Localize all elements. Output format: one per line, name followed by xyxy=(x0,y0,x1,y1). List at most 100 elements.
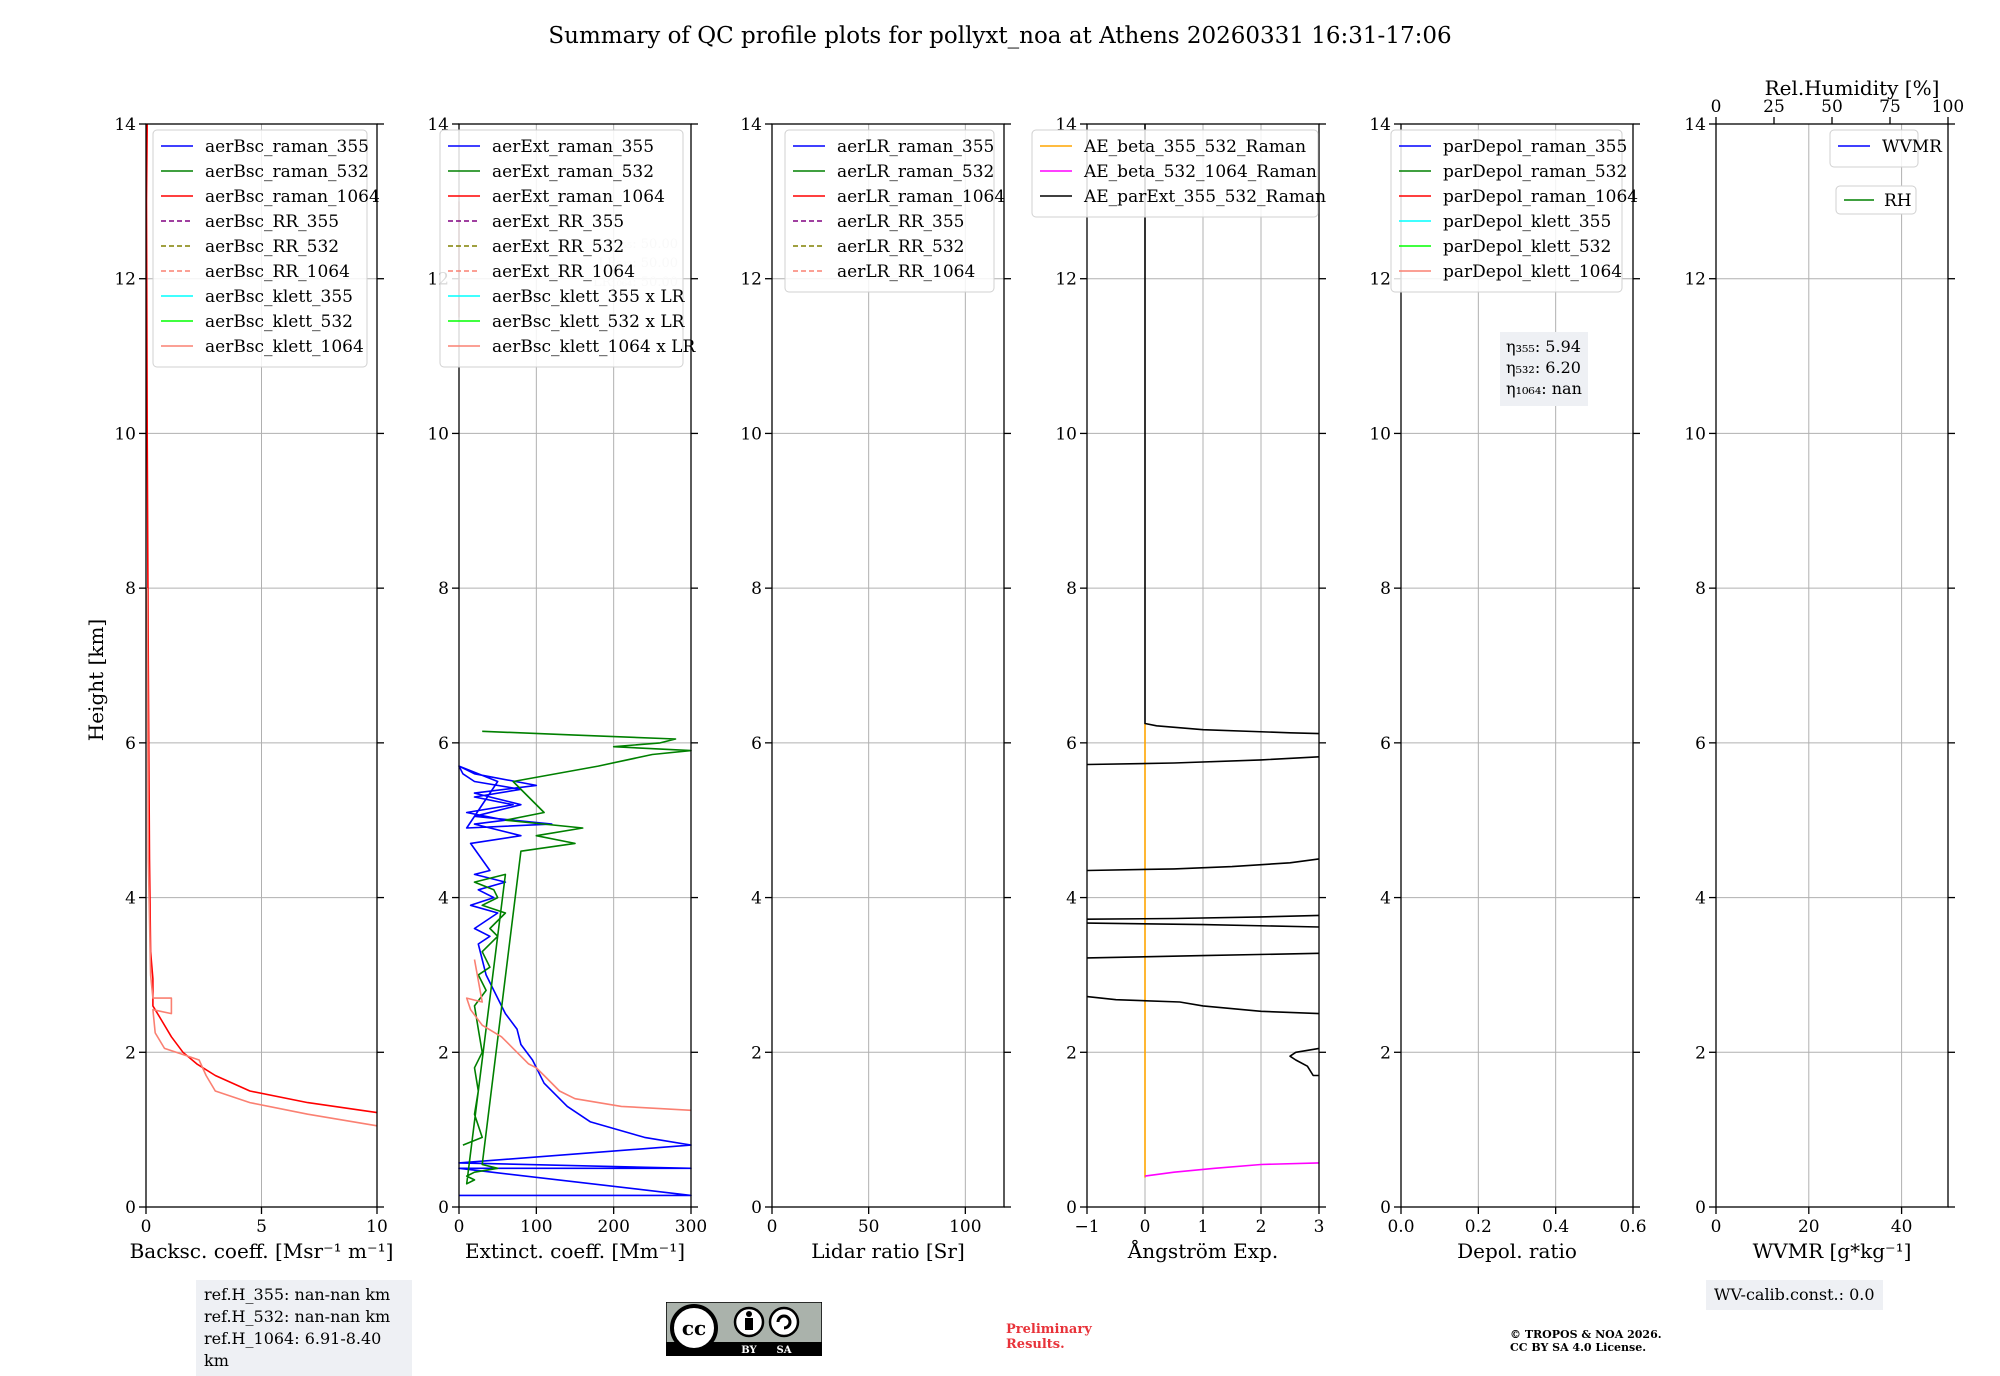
x-tick-label: 10 xyxy=(366,1217,388,1237)
legend-label: parDepol_raman_532 xyxy=(1443,162,1627,182)
y-tick-label: 0 xyxy=(1066,1198,1077,1218)
y-tick-label: 10 xyxy=(427,424,449,444)
y-tick-label: 10 xyxy=(1684,424,1706,444)
y-tick-label: 4 xyxy=(751,889,762,909)
copyright-line-1: © TROPOS & NOA 2026. xyxy=(1510,1328,1662,1341)
legend-ext: aerExt_raman_355 aerExt_raman_532 aerExt_r… xyxy=(439,129,696,368)
legend-label: aerBsc_raman_532 xyxy=(205,162,369,182)
series-AE_parExt_355_532_Raman-c xyxy=(1086,858,1320,872)
y-tick-label: 4 xyxy=(125,889,136,909)
wv-calibration-box: WV-calib.const.: 0.0 xyxy=(1706,1280,1883,1310)
legend-label: aerExt_RR_355 xyxy=(492,212,624,232)
wv-calibration-value: WV-calib.const.: 0.0 xyxy=(1714,1285,1875,1304)
legend-frame xyxy=(784,129,995,293)
legend-wv: WVMR xyxy=(1829,129,1943,168)
series-AE_parExt_355_532_Raman-f xyxy=(1086,952,1320,959)
legend-label: aerExt_RR_532 xyxy=(492,237,624,257)
y-tick-label: 12 xyxy=(1055,270,1077,290)
x-tick-label: 50 xyxy=(858,1217,880,1237)
top-x-tick-label: 50 xyxy=(1821,97,1843,117)
top-x-axis-label: Rel.Humidity [%] xyxy=(1765,76,1940,100)
x-tick-label: 0 xyxy=(1140,1217,1151,1237)
legend-label: aerLR_raman_355 xyxy=(837,137,994,157)
series-aerBsc_klett_1064-x-LR xyxy=(465,959,692,1112)
series-AE_parExt_355_532_Raman-b xyxy=(1086,756,1320,766)
axes-frame xyxy=(1400,123,1634,1208)
x-tick-label: 2 xyxy=(1256,1217,1267,1237)
y-tick-label: 12 xyxy=(1684,270,1706,290)
legend-label: parDepol_klett_532 xyxy=(1443,237,1611,257)
legend-label: aerBsc_klett_355 x LR xyxy=(492,287,686,307)
preliminary-line-2: Results. xyxy=(1006,1337,1065,1352)
legend-label: AE_beta_532_1064_Raman xyxy=(1083,162,1317,182)
series-AE_parExt_355_532_Raman-e xyxy=(1086,922,1320,928)
eta-label: η₁₀₆₄: nan xyxy=(1506,379,1582,398)
legend-label: aerBsc_klett_1064 xyxy=(205,337,364,357)
top-x-tick-label: 75 xyxy=(1879,97,1901,117)
legend-label: aerExt_raman_532 xyxy=(492,162,654,182)
legend-bsc: aerBsc_raman_355 aerBsc_raman_532 aerBsc_r… xyxy=(152,129,380,368)
y-tick-label: 10 xyxy=(1369,424,1391,444)
x-tick-label: 0 xyxy=(1711,1217,1722,1237)
legend-depol: parDepol_raman_355 parDepol_raman_532 parD… xyxy=(1390,129,1638,293)
copyright-note: © TROPOS & NOA 2026. CC BY SA 4.0 Licens… xyxy=(1510,1328,1662,1354)
series-aerBsc_klett_1064 xyxy=(146,588,378,1127)
y-tick-label: 2 xyxy=(438,1043,449,1063)
y-axis-label: Height [km] xyxy=(84,619,108,741)
y-tick-label: 6 xyxy=(1695,734,1706,754)
legend-label: aerLR_RR_355 xyxy=(837,212,964,232)
legend-label: aerLR_RR_532 xyxy=(837,237,964,257)
x-tick-label: 0 xyxy=(767,1217,778,1237)
axes-frame xyxy=(771,123,1005,1208)
legend-label: AE_parExt_355_532_Raman xyxy=(1083,187,1326,207)
series-AE_parExt_355_532_Raman xyxy=(1144,124,1320,735)
y-tick-label: 8 xyxy=(1066,579,1077,599)
x-tick-label: 0.0 xyxy=(1387,1217,1414,1237)
top-x-tick-label: 100 xyxy=(1932,97,1964,117)
x-tick-label: 100 xyxy=(949,1217,981,1237)
x-axis-label: Extinct. coeff. [Mm⁻¹] xyxy=(465,1239,685,1263)
y-tick-label: 2 xyxy=(1380,1043,1391,1063)
x-axis-label: Backsc. coeff. [Msr⁻¹ m⁻¹] xyxy=(130,1239,394,1263)
series-aerBsc_raman_1064 xyxy=(145,123,378,1114)
series-aerExt_raman_532 xyxy=(462,730,692,1185)
y-tick-label: 12 xyxy=(114,270,136,290)
y-tick-label: 12 xyxy=(1369,270,1391,290)
y-tick-label: 14 xyxy=(1684,115,1706,135)
y-tick-label: 2 xyxy=(1066,1043,1077,1063)
legend-label: WVMR xyxy=(1882,137,1943,157)
y-tick-label: 10 xyxy=(1055,424,1077,444)
y-tick-label: 8 xyxy=(1695,579,1706,599)
y-tick-label: 4 xyxy=(1066,889,1077,909)
x-tick-label: 200 xyxy=(597,1217,629,1237)
legend-label: AE_beta_355_532_Raman xyxy=(1083,137,1306,157)
reference-height-box: ref.H_355: nan-nan km ref.H_532: nan-nan… xyxy=(196,1280,412,1376)
legend-lr: aerLR_raman_355 aerLR_raman_532 aerLR_rama… xyxy=(784,129,1005,293)
y-tick-label: 8 xyxy=(751,579,762,599)
x-tick-label: 100 xyxy=(520,1217,552,1237)
by-label: BY xyxy=(741,1345,757,1356)
legend-frame xyxy=(1829,129,1919,168)
legend-frame xyxy=(439,129,684,368)
legend-label: aerLR_RR_1064 xyxy=(837,262,975,282)
legend-label: aerBsc_raman_1064 xyxy=(205,187,380,207)
cc-license-badge: cc BY SA xyxy=(666,1302,822,1356)
x-tick-label: 5 xyxy=(256,1217,267,1237)
y-tick-label: 10 xyxy=(740,424,762,444)
y-tick-label: 0 xyxy=(125,1198,136,1218)
sa-label: SA xyxy=(777,1345,792,1356)
y-tick-label: 14 xyxy=(114,115,136,135)
eta-label: η₃₅₅: 5.94 xyxy=(1506,337,1581,356)
y-tick-label: 6 xyxy=(1066,734,1077,754)
top-x-tick-label: 25 xyxy=(1763,97,1785,117)
legend-label: aerBsc_raman_355 xyxy=(205,137,369,157)
x-axis-label: Ångström Exp. xyxy=(1127,1238,1278,1263)
legend-frame xyxy=(1390,129,1623,293)
x-tick-label: 40 xyxy=(1891,1217,1913,1237)
x-tick-label: −1 xyxy=(1074,1217,1099,1237)
series-aerExt_raman_355 xyxy=(458,765,692,1197)
legend-label: aerExt_raman_1064 xyxy=(492,187,665,207)
legend-label: aerBsc_klett_532 xyxy=(205,312,353,332)
